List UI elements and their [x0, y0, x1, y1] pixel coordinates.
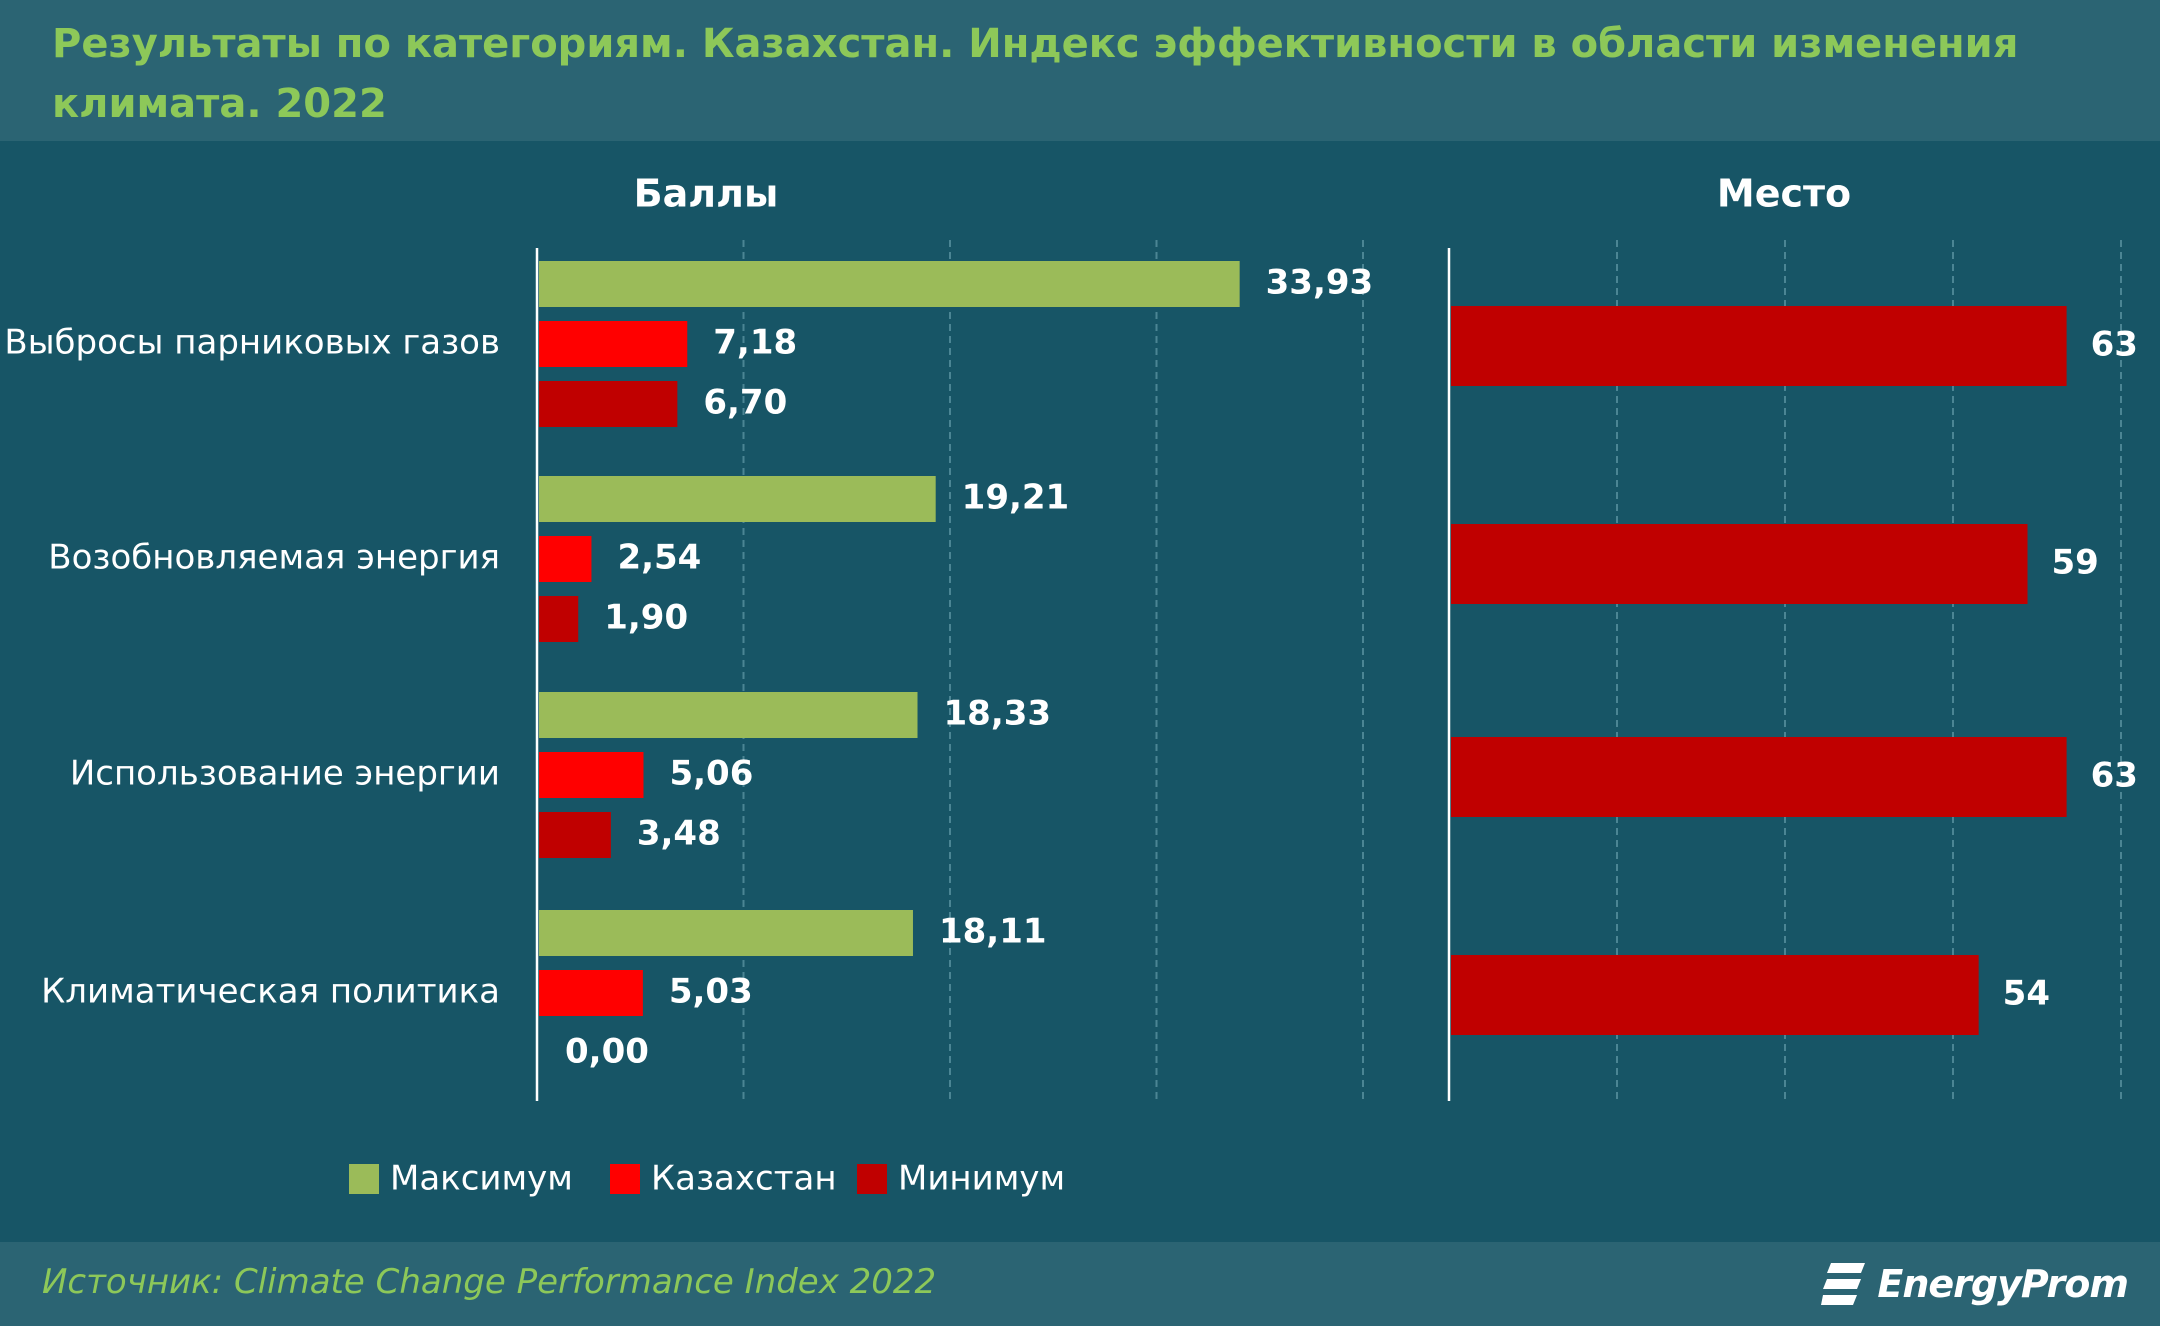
chart-title: Результаты по категориям. Казахстан. Инд… [52, 21, 2019, 127]
bar-kazakhstan [539, 536, 592, 582]
data-label: 6,70 [703, 383, 787, 423]
data-label: 18,33 [944, 694, 1052, 734]
legend-maximum-label: Максимум [390, 1159, 573, 1199]
bar-rank [1451, 524, 2028, 604]
bar-kazakhstan [539, 752, 644, 798]
source-text: Источник: Climate Change Performance Ind… [42, 1262, 937, 1302]
logo-text: EnergyProm [1877, 1262, 2129, 1306]
energyprom-logo-icon [1821, 1263, 1866, 1305]
bar-kazakhstan [539, 321, 688, 367]
data-label: 5,06 [669, 754, 753, 794]
legend-kazakhstan-label: Казахстан [651, 1159, 837, 1199]
data-label: 18,11 [939, 912, 1047, 952]
panel-title-scores: Баллы [634, 172, 779, 216]
panel-title-rank: Место [1717, 172, 1851, 216]
bar-minimum [539, 812, 611, 858]
bar-maximum [539, 476, 936, 522]
data-label: 2,54 [617, 538, 701, 578]
data-label: 0,00 [565, 1032, 649, 1072]
bar-rank [1451, 737, 2067, 817]
bar-rank [1451, 955, 1979, 1035]
category-label: Возобновляемая энергия [48, 538, 500, 578]
data-label: 1,90 [604, 598, 688, 638]
category-label: Использование энергии [70, 754, 500, 794]
data-label: 59 [2052, 543, 2099, 583]
footer: Источник: Climate Change Performance Ind… [0, 1242, 2160, 1326]
header: Результаты по категориям. Казахстан. Инд… [0, 0, 2160, 141]
bar-maximum [539, 692, 918, 738]
category-label: Выбросы парниковых газов [4, 323, 500, 363]
bar-maximum [539, 910, 913, 956]
bar-maximum [539, 261, 1240, 307]
data-label: 54 [2003, 974, 2050, 1014]
data-label: 63 [2091, 325, 2138, 365]
data-label: 5,03 [669, 972, 753, 1012]
data-label: 7,18 [713, 323, 797, 363]
chart-area: Баллы Выбросы парниковых газов 33,93 7,18 6,… [4, 172, 2138, 1199]
bar-minimum [539, 381, 678, 427]
legend-minimum-label: Минимум [898, 1159, 1065, 1199]
bar-minimum [539, 596, 579, 642]
legend-kazakhstan-swatch [610, 1164, 640, 1194]
logo: EnergyProm [1821, 1254, 2129, 1314]
category-label: Климатическая политика [41, 972, 500, 1012]
bar-rank [1451, 306, 2067, 386]
data-label: 63 [2091, 756, 2138, 796]
data-label: 19,21 [962, 478, 1070, 518]
data-label: 33,93 [1266, 263, 1374, 303]
legend-minimum-swatch [857, 1164, 887, 1194]
bar-kazakhstan [539, 970, 643, 1016]
data-label: 3,48 [637, 814, 721, 854]
legend-maximum-swatch [349, 1164, 379, 1194]
